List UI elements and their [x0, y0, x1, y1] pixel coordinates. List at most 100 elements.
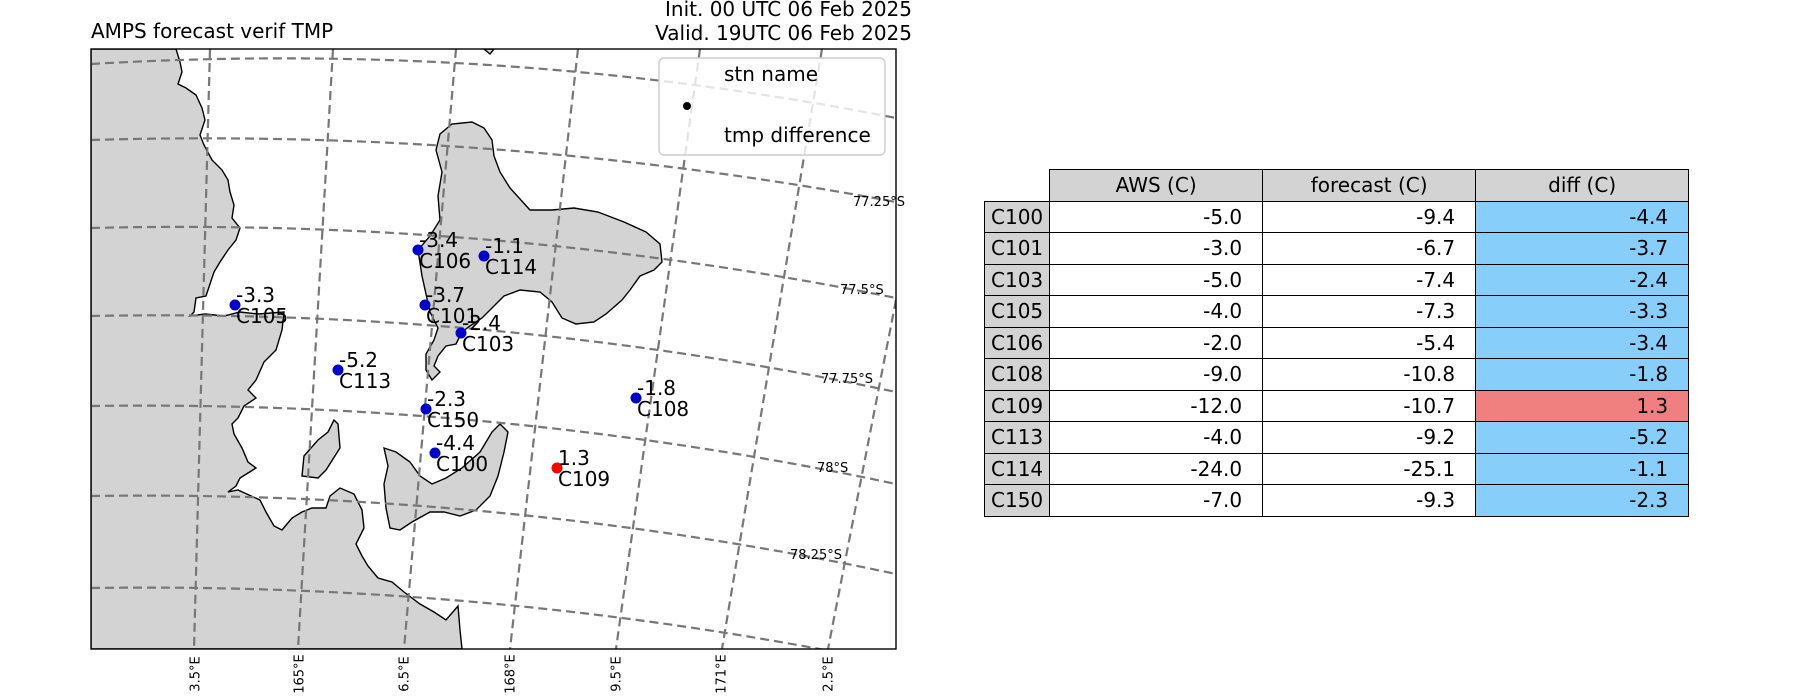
aws-cell: -3.0 — [1049, 232, 1264, 265]
diff-cell: -1.8 — [1475, 358, 1690, 391]
station-marker — [412, 244, 424, 256]
aws-cell: -4.0 — [1049, 295, 1264, 328]
legend-box — [658, 57, 886, 156]
station-marker — [478, 250, 490, 262]
aws-cell: -9.0 — [1049, 358, 1264, 391]
station-cell: C108 — [983, 358, 1051, 391]
station-marker — [419, 299, 431, 311]
station-diff-label: -1.1 — [485, 234, 524, 258]
station-name-label: C101 — [426, 304, 478, 328]
land-ross-island — [417, 121, 663, 382]
forecast-cell: -7.4 — [1262, 263, 1477, 296]
lon-label: 6.5°E — [398, 656, 413, 691]
table-row: C109 -12.0 -10.7 1.3 — [983, 389, 1690, 422]
map-time-info: Init. 00 UTC 06 Feb 2025 Valid. 19UTC 06… — [655, 0, 912, 45]
latitude-gridlines — [91, 57, 896, 649]
table-row: C106 -2.0 -5.4 -3.4 — [983, 326, 1690, 359]
forecast-cell: -9.2 — [1262, 421, 1477, 454]
land-islet — [482, 49, 495, 55]
station-marker — [420, 403, 432, 415]
station-name-label: C100 — [436, 452, 488, 476]
diff-cell: -3.7 — [1475, 232, 1690, 265]
station-cell: C113 — [983, 421, 1051, 454]
legend-marker — [683, 102, 691, 110]
table-header-row: AWS (C) forecast (C) diff (C) — [985, 169, 1690, 202]
init-time: Init. 00 UTC 06 Feb 2025 — [665, 0, 912, 21]
station-name-label: C108 — [637, 397, 689, 421]
lon-label: 2.5°E — [822, 656, 837, 691]
table-row: C101 -3.0 -6.7 -3.7 — [983, 232, 1690, 265]
forecast-cell: -9.3 — [1262, 484, 1477, 517]
station-cell: C109 — [983, 389, 1051, 422]
station-diff-label: -1.8 — [637, 376, 676, 400]
map-title: AMPS forecast verif TMP — [91, 19, 334, 43]
station-cell: C103 — [983, 263, 1051, 296]
legend-diff-label: tmp difference — [724, 123, 871, 147]
diff-cell: 1.3 — [1475, 389, 1690, 422]
station-name-label: C103 — [462, 332, 514, 356]
station-marker — [630, 392, 642, 404]
table-corner — [985, 170, 1050, 202]
verification-table: AWS (C) forecast (C) diff (C) C100 -5.0 -9… — [983, 169, 1690, 517]
table-row: C150 -7.0 -9.3 -2.3 — [983, 484, 1690, 517]
legend-stn-label: stn name — [724, 62, 818, 86]
station-name-label: C106 — [419, 249, 471, 273]
aws-cell: -24.0 — [1049, 452, 1264, 485]
station-marker — [429, 447, 441, 459]
table-row: C103 -5.0 -7.4 -2.4 — [983, 263, 1690, 296]
station-diff-label: 1.3 — [558, 446, 590, 470]
station-name-label: C150 — [427, 408, 479, 432]
station-marker — [455, 327, 467, 339]
aws-cell: -5.0 — [1049, 200, 1264, 233]
table-row: C108 -9.0 -10.8 -1.8 — [983, 358, 1690, 391]
station-cell: C150 — [983, 484, 1051, 517]
station-name-label: C105 — [236, 304, 288, 328]
map-frame — [90, 48, 897, 650]
lon-label: 165°E — [293, 654, 308, 694]
aws-cell: -2.0 — [1049, 326, 1264, 359]
table-row: C113 -4.0 -9.2 -5.2 — [983, 421, 1690, 454]
forecast-cell: -5.4 — [1262, 326, 1477, 359]
station-marker — [551, 462, 563, 474]
forecast-cell: -10.7 — [1262, 389, 1477, 422]
aws-cell: -7.0 — [1049, 484, 1264, 517]
aws-cell: -5.0 — [1049, 263, 1264, 296]
table-row: C100 -5.0 -9.4 -4.4 — [983, 200, 1690, 233]
station-marker — [229, 299, 241, 311]
lat-label: 78°S — [817, 461, 848, 476]
lon-label: 171°E — [715, 654, 730, 694]
header-aws: AWS (C) — [1049, 169, 1264, 202]
land-south-island — [383, 423, 509, 531]
aws-cell: -4.0 — [1049, 421, 1264, 454]
station-name-label: C109 — [558, 467, 610, 491]
longitude-labels: 3.5°E 165°E 6.5°E 168°E 9.5°E 171°E 2.5°E — [189, 654, 837, 694]
station-diff-label: -2.4 — [462, 311, 501, 335]
station-cell: C101 — [983, 232, 1051, 265]
diff-cell: -4.4 — [1475, 200, 1690, 233]
map-legend: stn name tmp difference — [658, 57, 886, 156]
header-forecast: forecast (C) — [1262, 169, 1477, 202]
forecast-cell: -10.8 — [1262, 358, 1477, 391]
station-diff-label: -5.2 — [339, 348, 378, 372]
station-diff-label: -3.7 — [426, 283, 465, 307]
header-diff: diff (C) — [1475, 169, 1690, 202]
station-cell: C114 — [983, 452, 1051, 485]
diff-cell: -5.2 — [1475, 421, 1690, 454]
diff-cell: -3.4 — [1475, 326, 1690, 359]
valid-time: Valid. 19UTC 06 Feb 2025 — [655, 21, 912, 45]
diff-cell: -2.3 — [1475, 484, 1690, 517]
forecast-cell: -7.3 — [1262, 295, 1477, 328]
lon-label: 9.5°E — [610, 656, 625, 691]
forecast-cell: -25.1 — [1262, 452, 1477, 485]
diff-cell: -3.3 — [1475, 295, 1690, 328]
diff-cell: -1.1 — [1475, 452, 1690, 485]
forecast-cell: -9.4 — [1262, 200, 1477, 233]
lon-label: 168°E — [504, 654, 519, 694]
station-diff-label: -2.3 — [427, 387, 466, 411]
table-row: C114 -24.0 -25.1 -1.1 — [983, 452, 1690, 485]
station-name-label: C113 — [339, 369, 391, 393]
station-diff-label: -4.4 — [436, 431, 475, 455]
lat-label: 77.25°S — [853, 195, 905, 210]
